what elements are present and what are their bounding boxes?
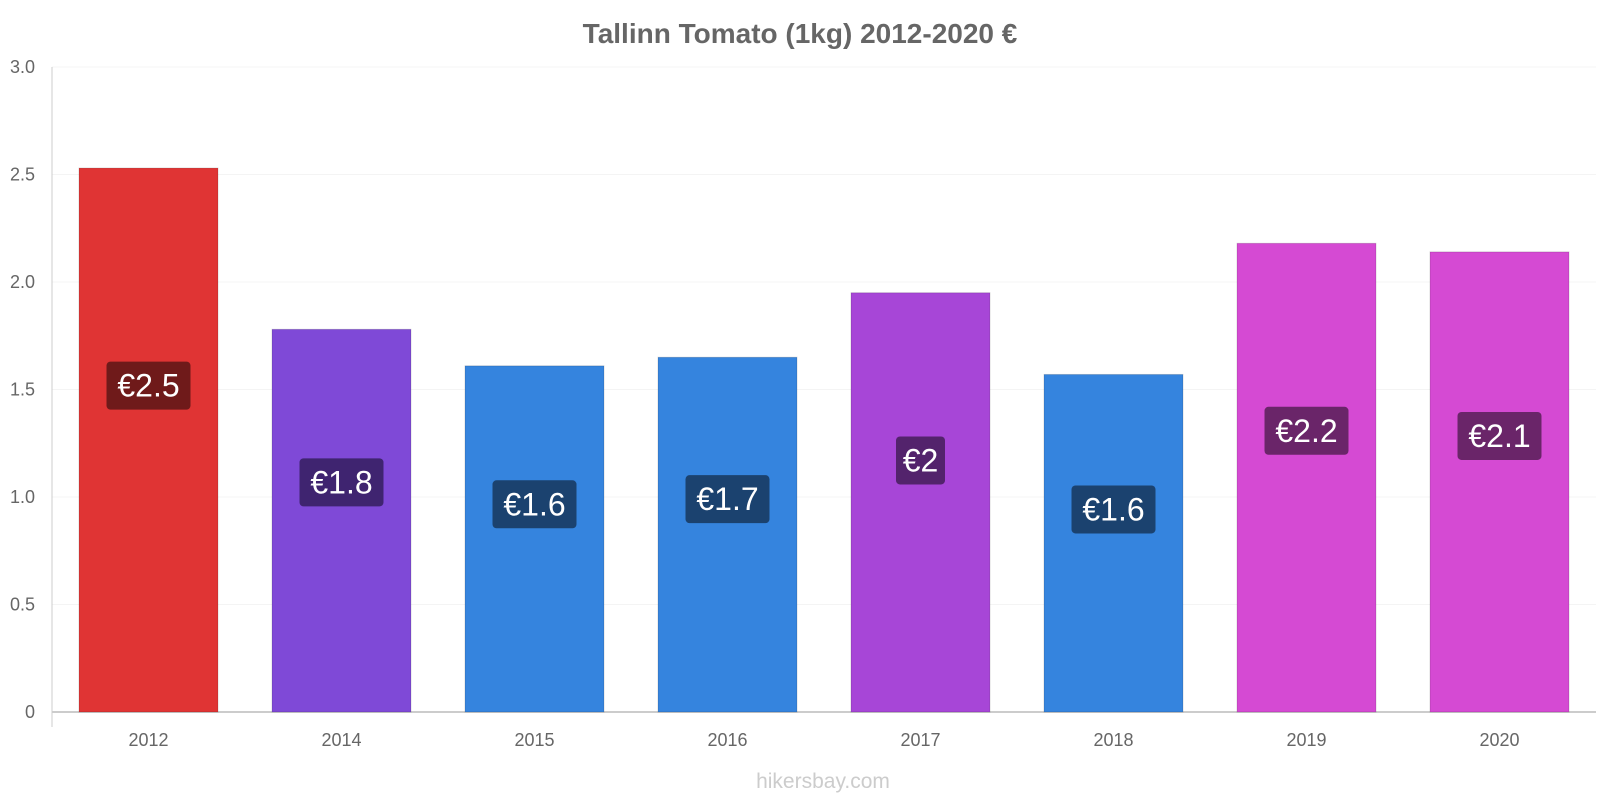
y-tick-label: 0 [25, 702, 35, 722]
data-label: €1.7 [696, 481, 758, 517]
data-label: €2.5 [117, 368, 179, 404]
data-label-box [1457, 411, 1542, 460]
bar-2012 [78, 167, 219, 713]
bar-2018 [1043, 373, 1184, 713]
bar-2019 [1236, 242, 1377, 713]
data-label-box [685, 475, 770, 524]
data-label-box [106, 361, 191, 410]
data-labels: €2.5 €1.8 €1.6 €1.7 €2 €1.6 €2.2 €2.1 [106, 361, 1542, 534]
tick-labels: 0 0.5 1.0 1.5 2.0 2.5 3.0 2012 2014 2015 2016 2017 2… [10, 57, 1520, 750]
y-tick-label: 1.5 [10, 380, 35, 400]
bar-2015 [464, 365, 605, 713]
data-label-box [299, 458, 384, 507]
chart-title: Tallinn Tomato (1kg) 2012-2020 € [583, 18, 1018, 49]
data-label: €1.6 [503, 486, 565, 522]
bar-2014 [271, 328, 412, 713]
x-tick-label: 2012 [128, 730, 168, 750]
data-label: €2.2 [1275, 413, 1337, 449]
y-tick-label: 0.5 [10, 595, 35, 615]
x-tick-label: 2014 [321, 730, 361, 750]
x-tick-label: 2016 [707, 730, 747, 750]
x-tick-label: 2019 [1286, 730, 1326, 750]
data-label: €2 [903, 442, 939, 478]
y-tick-label: 2.0 [10, 272, 35, 292]
data-label: €2.1 [1468, 418, 1530, 454]
data-label-box [492, 480, 577, 529]
y-tick-label: 1.0 [10, 487, 35, 507]
data-label: €1.6 [1082, 491, 1144, 527]
x-tick-label: 2020 [1479, 730, 1519, 750]
x-tick-label: 2015 [514, 730, 554, 750]
data-label-box [896, 436, 945, 485]
watermark: hikersbay.com [756, 770, 890, 793]
data-label: €1.8 [310, 464, 372, 500]
bar-2016 [657, 356, 798, 713]
bars [78, 167, 1570, 713]
data-label-box [1071, 485, 1156, 534]
y-tick-label: 3.0 [10, 57, 35, 77]
x-tick-label: 2017 [900, 730, 940, 750]
bar-2017 [850, 292, 991, 713]
bar-2020 [1429, 251, 1570, 713]
y-tick-label: 2.5 [10, 165, 35, 185]
x-tick-label: 2018 [1093, 730, 1133, 750]
data-label-box [1264, 406, 1349, 455]
